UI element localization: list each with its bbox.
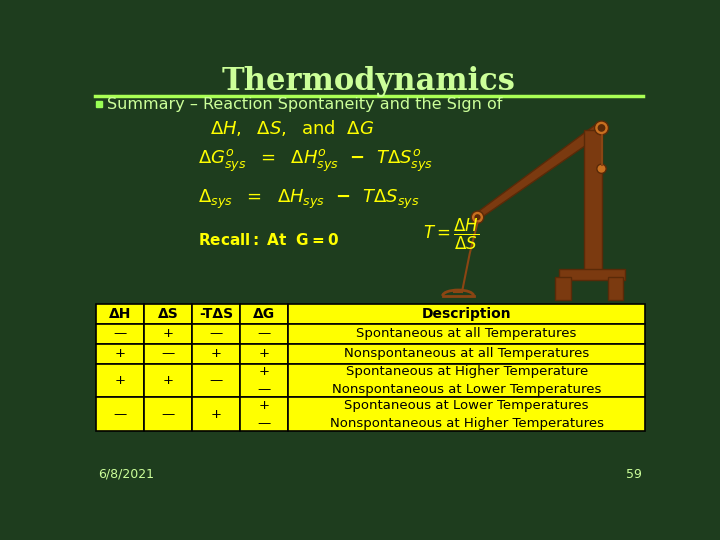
Bar: [96, 303, 144, 323]
Text: ΔG: ΔG: [253, 307, 276, 321]
Text: Thermodynamics: Thermodynamics: [222, 66, 516, 97]
Text: —: —: [162, 347, 175, 360]
Bar: [289, 397, 645, 431]
Text: —: —: [210, 327, 223, 340]
Text: —: —: [114, 408, 127, 421]
Bar: [96, 343, 144, 363]
Bar: [240, 397, 289, 431]
Text: Nonspontaneous at all Temperatures: Nonspontaneous at all Temperatures: [344, 347, 589, 360]
Text: Description: Description: [422, 307, 511, 321]
Bar: [289, 343, 645, 363]
Bar: [96, 323, 144, 343]
Text: -TΔS: -TΔS: [199, 307, 233, 321]
Text: +: +: [211, 408, 222, 421]
Bar: [240, 303, 289, 323]
Text: Summary – Reaction Spontaneity and the Sign of: Summary – Reaction Spontaneity and the S…: [107, 97, 503, 112]
Text: Spontaneous at Lower Temperatures
Nonspontaneous at Higher Temperatures: Spontaneous at Lower Temperatures Nonspo…: [330, 399, 603, 430]
Text: —: —: [162, 408, 175, 421]
Bar: [608, 276, 624, 300]
Bar: [240, 363, 289, 397]
Text: —: —: [258, 327, 271, 340]
Bar: [289, 303, 645, 323]
Bar: [559, 269, 625, 280]
Bar: [144, 323, 192, 343]
Text: +: +: [163, 327, 174, 340]
Text: —: —: [210, 374, 223, 387]
Text: +: +: [163, 374, 174, 387]
Text: $\Delta G^{o}_{sys}\ \ =\ \ \Delta H^{o}_{sys}\ \ \mathbf{-}\ \ T\Delta S^{o}_{s: $\Delta G^{o}_{sys}\ \ =\ \ \Delta H^{o}…: [199, 148, 433, 174]
Bar: [585, 130, 601, 273]
Text: ΔS: ΔS: [158, 307, 179, 321]
Bar: [96, 397, 144, 431]
Text: +: +: [114, 374, 126, 387]
Bar: [144, 397, 192, 431]
Bar: [240, 323, 289, 343]
Text: $\Delta H,\ \ \Delta S,\ \ \mathrm{and}\ \ \Delta G$: $\Delta H,\ \ \Delta S,\ \ \mathrm{and}\…: [210, 118, 374, 138]
Text: +: +: [114, 347, 126, 360]
Text: Spontaneous at Higher Temperature
Nonspontaneous at Lower Temperatures: Spontaneous at Higher Temperature Nonspo…: [332, 365, 601, 396]
Bar: [192, 343, 240, 363]
Circle shape: [597, 164, 606, 173]
Text: $\Delta_{sys}\ \ =\ \ \Delta H_{sys}\ \ \mathbf{-}\ \ T\Delta S_{sys}$: $\Delta_{sys}\ \ =\ \ \Delta H_{sys}\ \ …: [199, 188, 420, 211]
Text: —: —: [114, 327, 127, 340]
Text: +: +: [211, 347, 222, 360]
Polygon shape: [474, 125, 606, 222]
Bar: [144, 303, 192, 323]
Text: +
—: + —: [258, 399, 271, 430]
Text: ΔH: ΔH: [109, 307, 132, 321]
Text: Spontaneous at all Temperatures: Spontaneous at all Temperatures: [356, 327, 577, 340]
Bar: [96, 101, 102, 107]
Bar: [289, 363, 645, 397]
Bar: [289, 323, 645, 343]
Circle shape: [474, 214, 481, 220]
Circle shape: [472, 211, 484, 224]
Text: $\mathbf{Recall:\ At\ \ G = 0}$: $\mathbf{Recall:\ At\ \ G = 0}$: [199, 232, 339, 248]
Text: +: +: [259, 347, 270, 360]
Bar: [96, 363, 144, 397]
Circle shape: [595, 121, 608, 135]
Bar: [144, 363, 192, 397]
Bar: [192, 303, 240, 323]
Bar: [192, 397, 240, 431]
Bar: [555, 276, 570, 300]
Text: $T = \dfrac{\Delta H}{\Delta S}$: $T = \dfrac{\Delta H}{\Delta S}$: [423, 217, 480, 252]
Circle shape: [598, 124, 606, 132]
Bar: [240, 343, 289, 363]
Text: 6/8/2021: 6/8/2021: [98, 468, 154, 481]
Bar: [144, 343, 192, 363]
Text: 59: 59: [626, 468, 642, 481]
Bar: [192, 323, 240, 343]
Bar: [192, 363, 240, 397]
Text: +
—: + —: [258, 365, 271, 396]
